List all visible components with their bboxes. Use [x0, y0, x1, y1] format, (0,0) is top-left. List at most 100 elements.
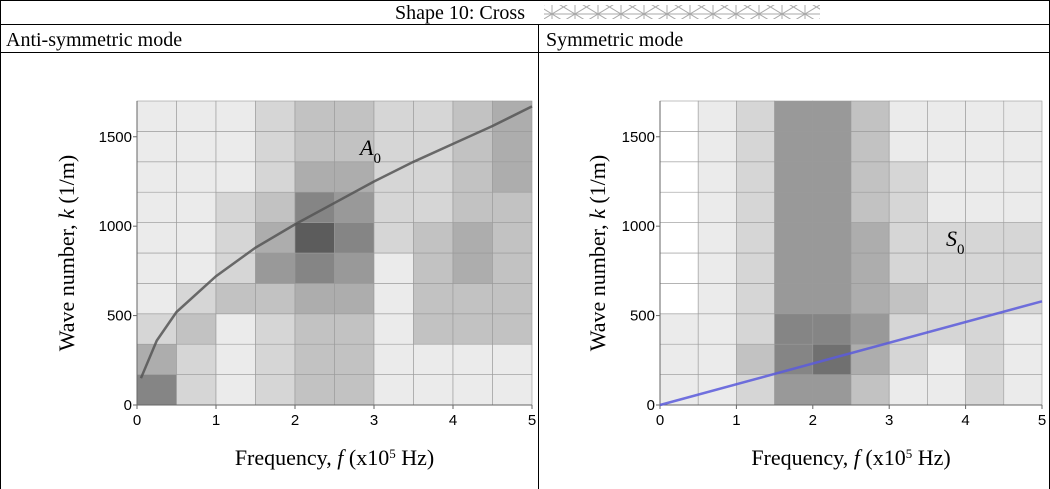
heat-cell	[774, 283, 814, 315]
heat-cell	[255, 191, 296, 223]
heat-cell	[373, 222, 414, 254]
heat-cell	[176, 374, 217, 406]
heat-cell	[965, 343, 1005, 375]
heat-cell	[334, 161, 375, 193]
heat-cell	[215, 313, 256, 345]
heat-cell	[812, 131, 852, 163]
heat-cell	[659, 100, 699, 132]
heat-cell	[774, 100, 814, 132]
heat-cell	[965, 374, 1005, 406]
heat-cell	[850, 252, 890, 284]
heat-cell	[965, 252, 1005, 284]
heat-cell	[736, 313, 775, 345]
heat-cell	[492, 252, 533, 284]
heat-cell	[492, 374, 533, 406]
x-tick-label: 3	[370, 412, 378, 429]
heat-cell	[774, 374, 814, 406]
heat-cell	[697, 313, 737, 345]
heat-cell	[373, 252, 414, 284]
heat-cell	[1003, 313, 1043, 345]
heat-cell	[888, 222, 928, 254]
heat-cell	[697, 191, 737, 223]
heat-cell	[927, 131, 966, 163]
dispersion-curve	[139, 105, 533, 379]
heat-cell	[850, 191, 890, 223]
heat-cell	[176, 222, 217, 254]
column-title: Symmetric mode	[546, 29, 683, 51]
heat-cell	[294, 343, 335, 375]
heat-cell	[1003, 222, 1043, 254]
heat-cell	[334, 191, 375, 223]
x-axis-label-part: Hz)	[912, 445, 950, 470]
heat-cell	[736, 191, 775, 223]
heat-cell	[659, 313, 699, 345]
x-axis-label-part: Hz)	[396, 445, 434, 470]
y-axis-label-part: Wave number,	[54, 219, 79, 351]
heat-cell	[334, 374, 375, 406]
heat-cell	[255, 161, 296, 193]
heat-cell	[697, 131, 737, 163]
heat-cell	[850, 283, 890, 315]
x-tick-label: 5	[1038, 412, 1046, 429]
heat-cell	[697, 161, 737, 193]
heat-cell	[927, 191, 966, 223]
heat-cell	[215, 100, 256, 132]
heat-cell	[659, 252, 699, 284]
heat-cell	[215, 161, 256, 193]
x-tick-label: 1	[732, 412, 740, 429]
x-axis-label-part: Frequency,	[235, 445, 337, 470]
heat-cell	[850, 131, 890, 163]
heat-cell	[176, 191, 217, 223]
heat-cell	[373, 343, 414, 375]
x-axis-label-part: 5	[906, 446, 913, 461]
heat-cell	[812, 283, 852, 315]
heat-cell	[697, 100, 737, 132]
heat-cell	[215, 283, 256, 315]
x-tick-label: 4	[449, 412, 457, 429]
x-tick-label: 2	[291, 412, 299, 429]
heat-cell	[255, 131, 296, 163]
heat-cell	[927, 161, 966, 193]
heat-cell	[659, 283, 699, 315]
heat-cell	[452, 191, 493, 223]
heat-cell	[1003, 374, 1043, 406]
heat-cell	[888, 131, 928, 163]
heat-cell	[659, 222, 699, 254]
y-axis-label-part: k	[54, 208, 79, 219]
heat-cell	[373, 313, 414, 345]
heat-cell	[927, 100, 966, 132]
annotation-subscript: 0	[373, 151, 381, 167]
heat-cell	[888, 252, 928, 284]
heat-cell	[215, 252, 256, 284]
curve-annotation: A0	[358, 135, 381, 167]
heat-cell	[413, 161, 454, 193]
heat-cell	[413, 222, 454, 254]
heat-cell	[492, 313, 533, 345]
x-tick-label: 0	[133, 412, 141, 429]
heat-cell	[334, 343, 375, 375]
x-axis-label-part: (x10	[343, 445, 389, 470]
x-axis-label-part: Frequency,	[751, 445, 853, 470]
heat-cell	[774, 222, 814, 254]
heat-cell	[136, 252, 177, 284]
y-tick-label: 500	[107, 308, 132, 325]
heat-cell	[888, 374, 928, 406]
heat-cell	[659, 343, 699, 375]
heat-cell	[965, 313, 1005, 345]
heat-cell	[965, 283, 1005, 315]
y-axis-label-part: (1/m)	[585, 155, 610, 209]
heat-cell	[294, 161, 335, 193]
heat-cell	[413, 313, 454, 345]
heat-cell	[812, 161, 852, 193]
heat-cell	[927, 343, 966, 375]
heat-cell	[176, 343, 217, 375]
x-axis-label-part: (x10	[860, 445, 906, 470]
heat-cell	[736, 343, 775, 375]
heat-cell	[774, 343, 814, 375]
heat-cell	[136, 100, 177, 132]
heat-cell	[492, 283, 533, 315]
x-tick-label: 5	[528, 412, 536, 429]
heat-cell	[255, 313, 296, 345]
annotation-letter: A	[358, 135, 374, 160]
heat-cell	[413, 283, 454, 315]
